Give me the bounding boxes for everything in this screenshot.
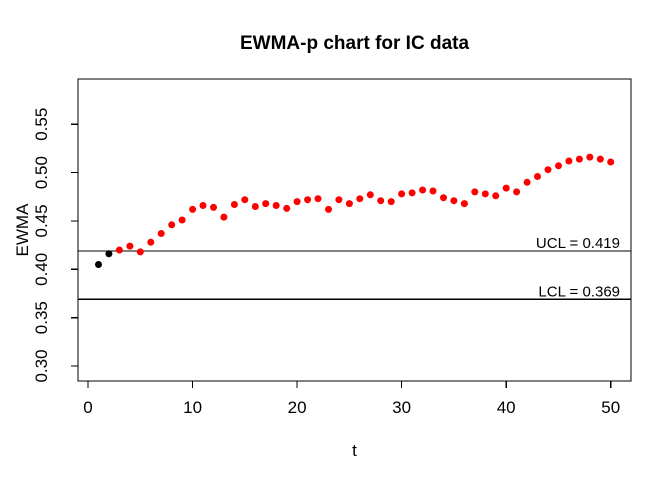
y-tick-label: 0.55 bbox=[32, 108, 51, 141]
data-point bbox=[555, 162, 562, 170]
data-point bbox=[502, 184, 510, 192]
data-point bbox=[199, 202, 207, 209]
data-point bbox=[283, 204, 291, 212]
plot-box bbox=[77, 78, 632, 382]
data-point bbox=[607, 158, 615, 166]
y-tick-label: 0.45 bbox=[32, 204, 51, 237]
data-point bbox=[115, 246, 123, 254]
data-point bbox=[189, 205, 197, 213]
data-point bbox=[136, 248, 144, 256]
y-tick-label: 0.35 bbox=[32, 301, 51, 334]
y-tick-label: 0.30 bbox=[32, 349, 51, 382]
data-point bbox=[220, 213, 228, 221]
x-axis-title: t bbox=[352, 441, 357, 460]
data-point bbox=[523, 178, 531, 186]
data-point bbox=[419, 186, 427, 194]
data-point bbox=[168, 221, 176, 229]
data-point bbox=[471, 188, 479, 196]
data-point bbox=[314, 195, 322, 203]
data-point bbox=[262, 200, 270, 208]
lcl-label: LCL = 0.369 bbox=[538, 283, 620, 300]
data-point bbox=[325, 205, 332, 213]
y-tick-label: 0.40 bbox=[32, 253, 51, 286]
data-point bbox=[272, 202, 280, 209]
data-point bbox=[513, 188, 521, 196]
data-point bbox=[366, 191, 374, 199]
data-point bbox=[575, 155, 583, 163]
y-axis-title: EWMA bbox=[13, 203, 32, 257]
data-point bbox=[105, 250, 113, 258]
data-point bbox=[408, 189, 416, 197]
data-point bbox=[586, 153, 594, 161]
data-point bbox=[157, 230, 165, 237]
data-point bbox=[440, 194, 447, 202]
data-point bbox=[534, 173, 541, 180]
x-tick-label: 10 bbox=[183, 398, 202, 417]
x-tick-label: 50 bbox=[601, 398, 620, 417]
ewma-points bbox=[95, 153, 615, 268]
x-tick-label: 30 bbox=[392, 398, 411, 417]
data-point bbox=[492, 192, 500, 200]
data-point bbox=[335, 196, 343, 204]
data-point bbox=[356, 195, 364, 203]
data-point bbox=[251, 203, 259, 210]
data-point bbox=[565, 157, 573, 165]
data-point bbox=[241, 196, 249, 204]
data-point bbox=[450, 197, 458, 205]
data-point bbox=[398, 190, 406, 198]
data-point bbox=[377, 197, 385, 205]
data-point bbox=[387, 198, 395, 206]
x-tick-label: 40 bbox=[497, 398, 516, 417]
x-tick-label: 20 bbox=[288, 398, 307, 417]
chart-title: EWMA-p chart for IC data bbox=[240, 33, 469, 54]
data-point bbox=[147, 238, 155, 246]
data-point bbox=[460, 200, 468, 208]
data-point bbox=[210, 203, 217, 211]
data-point bbox=[429, 187, 437, 195]
data-point bbox=[544, 166, 552, 174]
y-tick-label: 0.50 bbox=[32, 156, 51, 189]
data-point bbox=[95, 261, 102, 268]
data-point bbox=[178, 216, 186, 224]
data-point bbox=[126, 242, 134, 250]
data-point bbox=[481, 190, 489, 198]
data-point bbox=[596, 155, 604, 163]
data-point bbox=[230, 201, 238, 208]
data-point bbox=[304, 196, 312, 204]
x-tick-label: 0 bbox=[83, 398, 92, 417]
ucl-label: UCL = 0.419 bbox=[536, 235, 620, 252]
data-point bbox=[293, 198, 301, 206]
data-point bbox=[345, 200, 353, 208]
